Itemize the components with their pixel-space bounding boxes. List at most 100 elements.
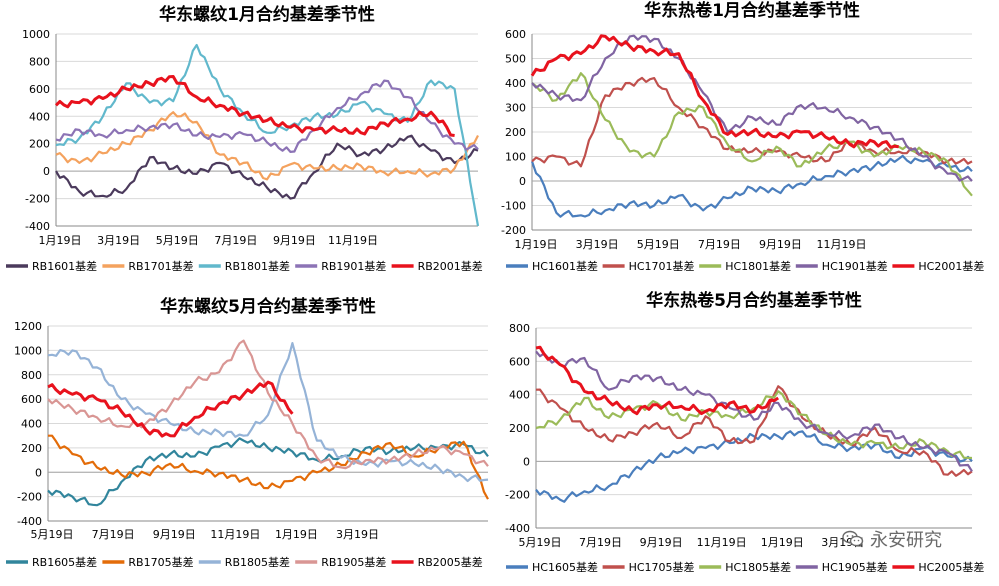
x-tick-label: 7月19日 xyxy=(698,238,741,251)
legend-label: RB1801基差 xyxy=(225,259,290,273)
x-tick-label: 9月19日 xyxy=(640,536,683,549)
x-tick-label: 5月19日 xyxy=(31,528,74,541)
wechat-icon xyxy=(842,530,864,547)
series-line-RB1805基差 xyxy=(47,342,489,483)
x-tick-label: 11月19日 xyxy=(817,238,867,251)
series-line-HC1805基差 xyxy=(535,390,973,460)
series-line-RB1605基差 xyxy=(47,437,489,507)
x-tick-label: 5月19日 xyxy=(519,536,562,549)
series-line-RB1905基差 xyxy=(47,339,489,470)
x-tick-label: 9月19日 xyxy=(759,238,802,251)
y-tick-label: -400 xyxy=(17,515,42,528)
y-tick-label: 1000 xyxy=(14,344,42,357)
x-tick-label: 1月19日 xyxy=(515,238,558,251)
y-tick-label: 200 xyxy=(21,442,42,455)
y-tick-label: 400 xyxy=(21,418,42,431)
series-line-HC1905基差 xyxy=(535,350,973,472)
chart-2: 华东热卷1月合约基差季节性 -200 -100 0 100 200 300 400 500 600… xyxy=(501,0,984,273)
series-line-RB1701基差 xyxy=(55,111,479,181)
y-tick-label: 400 xyxy=(29,110,50,123)
series-line-HC2005基差 xyxy=(535,345,780,416)
series-line-HC1901基差 xyxy=(531,34,973,182)
series-line-RB1801基差 xyxy=(55,43,480,227)
y-tick-label: 500 xyxy=(505,53,526,66)
y-tick-label: 100 xyxy=(505,151,526,164)
y-tick-label: -200 xyxy=(17,491,42,504)
series-line-RB1901基差 xyxy=(55,79,479,153)
y-tick-label: -400 xyxy=(25,220,50,233)
x-tick-label: 3月19日 xyxy=(97,234,140,247)
legend-label: HC1905基差 xyxy=(822,560,888,574)
series-line-RB2005基差 xyxy=(47,380,294,438)
watermark-text: 永安研究 xyxy=(870,530,942,551)
legend-label: RB1905基差 xyxy=(321,555,386,569)
x-tick-label: 1月19日 xyxy=(761,536,804,549)
series-line-RB1705基差 xyxy=(48,434,489,500)
legend-label: HC2001基差 xyxy=(918,259,984,273)
series-line-HC1601基差 xyxy=(530,154,973,218)
chart-title: 华东螺纹5月合约基差季节性 xyxy=(160,296,376,317)
x-tick-label: 7月19日 xyxy=(92,528,135,541)
legend-label: HC1701基差 xyxy=(629,259,695,273)
y-tick-label: -100 xyxy=(501,200,526,213)
y-tick-label: 400 xyxy=(505,77,526,90)
y-tick-label: -400 xyxy=(505,522,530,535)
legend-label: HC2005基差 xyxy=(918,560,984,574)
y-tick-label: 800 xyxy=(21,369,42,382)
legend-label: RB1701基差 xyxy=(128,259,193,273)
chart-4: 华东热卷5月合约基差季节性 -400 -200 0 200 400 600 800 5月19日 7… xyxy=(505,290,984,574)
y-tick-label: 600 xyxy=(29,83,50,96)
y-tick-label: 600 xyxy=(505,28,526,41)
legend-label: RB1805基差 xyxy=(225,555,290,569)
chart-title: 华东热卷5月合约基差季节性 xyxy=(646,290,862,311)
y-tick-label: 600 xyxy=(509,355,530,368)
y-tick-label: 600 xyxy=(21,393,42,406)
y-tick-label: -200 xyxy=(505,489,530,502)
chart-1: 华东螺纹1月合约基差季节性 -400 -200 0 200 400 600 800 1000 1月… xyxy=(6,4,483,273)
x-tick-label: 11月19日 xyxy=(328,234,378,247)
y-tick-label: 1200 xyxy=(14,320,42,333)
legend-label: HC1801基差 xyxy=(725,259,791,273)
series-line-HC1701基差 xyxy=(531,76,973,168)
legend-label: HC1805基差 xyxy=(725,560,791,574)
legend-label: HC1705基差 xyxy=(629,560,695,574)
y-tick-label: 1000 xyxy=(22,28,50,41)
y-tick-label: 800 xyxy=(29,55,50,68)
x-tick-label: 7月19日 xyxy=(214,234,257,247)
legend-label: RB1901基差 xyxy=(321,259,386,273)
y-tick-label: 0 xyxy=(43,165,50,178)
legend-label: RB2001基差 xyxy=(418,259,483,273)
legend-label: HC1605基差 xyxy=(532,560,598,574)
chart-title: 华东热卷1月合约基差季节性 xyxy=(644,0,860,21)
x-tick-label: 9月19日 xyxy=(273,234,316,247)
x-tick-label: 9月19日 xyxy=(153,528,196,541)
y-tick-label: 300 xyxy=(505,102,526,115)
y-tick-label: -200 xyxy=(25,193,50,206)
legend-label: HC1601基差 xyxy=(532,259,598,273)
series-line-HC1801基差 xyxy=(531,72,973,197)
y-tick-label: 200 xyxy=(505,126,526,139)
chart-title: 华东螺纹1月合约基差季节性 xyxy=(159,4,375,25)
x-tick-label: 11月19日 xyxy=(697,536,747,549)
x-tick-label: 3月19日 xyxy=(576,238,619,251)
y-tick-label: 0 xyxy=(519,175,526,188)
x-tick-label: 7月19日 xyxy=(579,536,622,549)
x-tick-label: 1月19日 xyxy=(275,528,318,541)
series-line-RB1601基差 xyxy=(55,134,479,200)
y-tick-label: 200 xyxy=(29,138,50,151)
x-tick-label: 11月19日 xyxy=(210,528,260,541)
legend-label: RB2005基差 xyxy=(418,555,483,569)
series-line-RB2001基差 xyxy=(54,75,455,137)
y-tick-label: 400 xyxy=(509,389,530,402)
x-tick-label: 1月19日 xyxy=(39,234,82,247)
watermark: 永安研究 xyxy=(842,527,992,551)
legend-label: RB1601基差 xyxy=(32,259,97,273)
y-tick-label: 0 xyxy=(523,455,530,468)
x-tick-label: 5月19日 xyxy=(637,238,680,251)
x-tick-label: 3月19日 xyxy=(336,528,379,541)
series-line-HC1605基差 xyxy=(535,430,973,503)
series-line-HC2001基差 xyxy=(530,34,899,149)
y-tick-label: 200 xyxy=(509,422,530,435)
